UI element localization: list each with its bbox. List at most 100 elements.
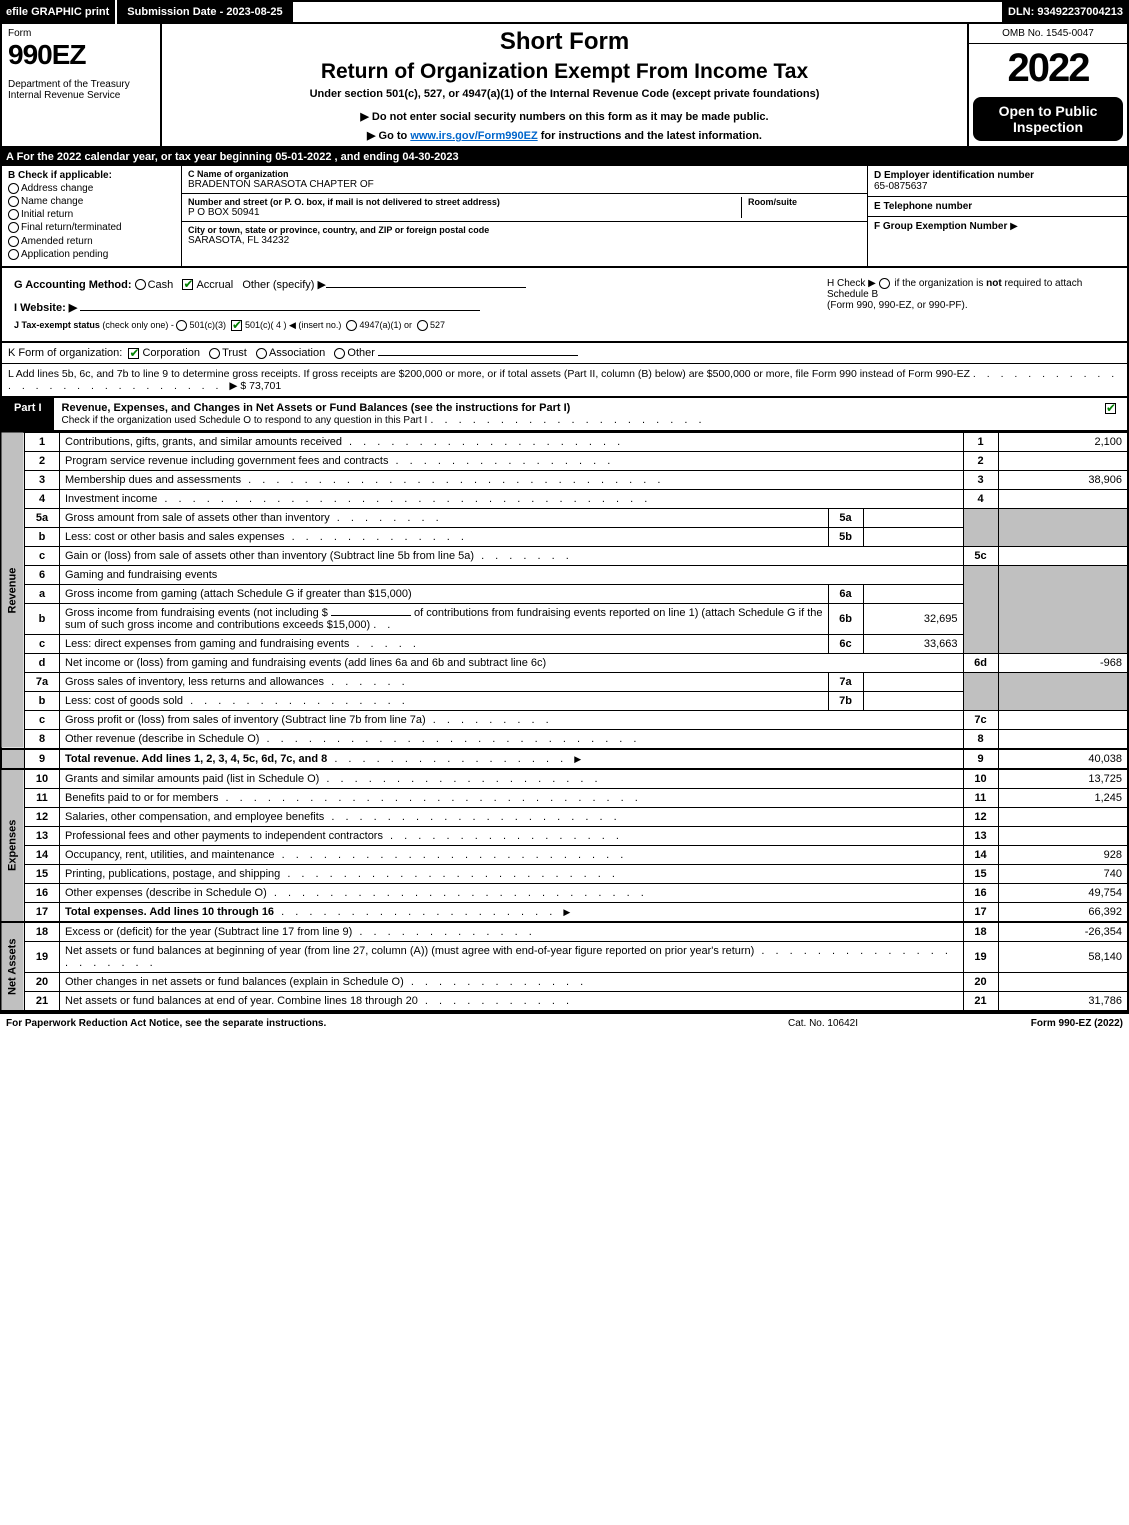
part-1-label: Part I (2, 398, 54, 430)
line-num: 15 (25, 864, 60, 883)
column-def: D Employer identification number 65-0875… (867, 166, 1127, 266)
line-num: 7a (25, 672, 60, 691)
sub-amount: 32,695 (863, 603, 963, 634)
form-word: Form (8, 28, 154, 39)
line-amount: 31,786 (998, 991, 1128, 1011)
line-num: 16 (25, 883, 60, 902)
line-desc: Net assets or fund balances at end of ye… (60, 991, 964, 1011)
grey-cell (1, 749, 25, 769)
j-label: J Tax-exempt status (14, 320, 100, 330)
line-num: 5a (25, 508, 60, 527)
check-corporation[interactable] (128, 348, 139, 359)
chk-address-change[interactable]: Address change (8, 183, 175, 194)
line-num: c (25, 710, 60, 729)
sub-amount (863, 584, 963, 603)
submission-date: Submission Date - 2023-08-25 (117, 0, 292, 24)
check-501c[interactable] (231, 320, 242, 331)
line-num: 11 (25, 788, 60, 807)
j-row: J Tax-exempt status (check only one) - 5… (14, 320, 815, 331)
line-ref: 9 (963, 749, 998, 769)
line-num: 17 (25, 902, 60, 922)
line-ref: 6d (963, 653, 998, 672)
line-ref: 4 (963, 489, 998, 508)
ein-row: D Employer identification number 65-0875… (868, 166, 1127, 197)
irs-link[interactable]: www.irs.gov/Form990EZ (410, 130, 537, 142)
grey-cell (963, 672, 998, 710)
grey-cell (998, 672, 1128, 710)
arrow-icon (563, 906, 570, 918)
other-org-input[interactable] (378, 355, 578, 356)
line-ref: 14 (963, 845, 998, 864)
street-row: Number and street (or P. O. box, if mail… (182, 194, 867, 222)
group-exempt-label: F Group Exemption Number (874, 221, 1007, 232)
phone-label: E Telephone number (874, 201, 1121, 212)
form-number: 990EZ (8, 39, 154, 71)
radio-other-org[interactable] (334, 348, 345, 359)
h-text2: if the organization is (894, 278, 983, 289)
line-desc: Gross income from gaming (attach Schedul… (60, 584, 829, 603)
footer-left: For Paperwork Reduction Act Notice, see … (6, 1018, 723, 1029)
opt-501c: 501(c)( 4 ) ◀ (insert no.) (245, 320, 341, 330)
chk-name-change[interactable]: Name change (8, 196, 175, 207)
line-ref: 3 (963, 470, 998, 489)
phone-row: E Telephone number (868, 197, 1127, 217)
chk-amended-return[interactable]: Amended return (8, 236, 175, 247)
radio-trust[interactable] (209, 348, 220, 359)
other-input[interactable] (326, 287, 526, 288)
grey-cell (963, 508, 998, 546)
radio-501c3[interactable] (176, 320, 187, 331)
l-amount: 73,701 (249, 380, 281, 392)
omb-number: OMB No. 1545-0047 (969, 24, 1127, 44)
org-name-row: C Name of organization BRADENTON SARASOT… (182, 166, 867, 194)
part-1-checkbox-cell (1097, 398, 1127, 430)
line-ref: 20 (963, 972, 998, 991)
radio-h[interactable] (879, 278, 890, 289)
assoc-label: Association (269, 347, 325, 359)
line-num: 2 (25, 451, 60, 470)
opt-527: 527 (430, 320, 445, 330)
part-1-header: Part I Revenue, Expenses, and Changes in… (0, 396, 1129, 432)
website-input[interactable] (80, 310, 480, 311)
topbar-spacer (293, 0, 1002, 24)
h-section: H Check ▶ if the organization is not req… (821, 272, 1121, 337)
line-amount: -26,354 (998, 922, 1128, 942)
line-desc: Gross profit or (loss) from sales of inv… (60, 710, 964, 729)
check-schedule-o[interactable] (1105, 403, 1116, 414)
chk-initial-return[interactable]: Initial return (8, 209, 175, 220)
line-amount (998, 729, 1128, 749)
radio-cash[interactable] (135, 279, 146, 290)
radio-assoc[interactable] (256, 348, 267, 359)
line-amount: 40,038 (998, 749, 1128, 769)
line-desc: Less: direct expenses from gaming and fu… (60, 634, 829, 653)
goto-prefix: ▶ Go to (367, 130, 410, 142)
org-name-label: C Name of organization (188, 169, 861, 179)
line-amount: 740 (998, 864, 1128, 883)
section-a-row: A For the 2022 calendar year, or tax yea… (0, 148, 1129, 166)
footer-form-num: 990-EZ (1059, 1018, 1092, 1029)
line-ref: 5c (963, 546, 998, 565)
line-num: 9 (25, 749, 60, 769)
efile-label: efile GRAPHIC print (0, 0, 115, 24)
footer-form-word: Form (1031, 1018, 1059, 1029)
tax-year: 2022 (969, 44, 1127, 93)
line-6b-blank[interactable] (331, 615, 411, 616)
h-text1: H Check ▶ (827, 278, 876, 289)
radio-4947[interactable] (346, 320, 357, 331)
line-amount: 49,754 (998, 883, 1128, 902)
part-1-title: Revenue, Expenses, and Changes in Net As… (54, 398, 1097, 430)
line-desc: Excess or (deficit) for the year (Subtra… (60, 922, 964, 942)
revenue-table: Revenue 1 Contributions, gifts, grants, … (0, 432, 1129, 1012)
ein-value: 65-0875637 (874, 181, 1121, 192)
radio-527[interactable] (417, 320, 428, 331)
chk-final-return[interactable]: Final return/terminated (8, 222, 175, 233)
line-num: a (25, 584, 60, 603)
line-num: 4 (25, 489, 60, 508)
other-label: Other (specify) ▶ (242, 279, 326, 291)
line-desc: Total revenue. Add lines 1, 2, 3, 4, 5c,… (60, 749, 964, 769)
sub-ref: 5b (828, 527, 863, 546)
check-accrual[interactable] (182, 279, 193, 290)
chk-application-pending[interactable]: Application pending (8, 249, 175, 260)
sub-ref: 5a (828, 508, 863, 527)
org-name-value: BRADENTON SARASOTA CHAPTER OF (188, 179, 861, 190)
g-h-row: G Accounting Method: Cash Accrual Other … (0, 268, 1129, 343)
